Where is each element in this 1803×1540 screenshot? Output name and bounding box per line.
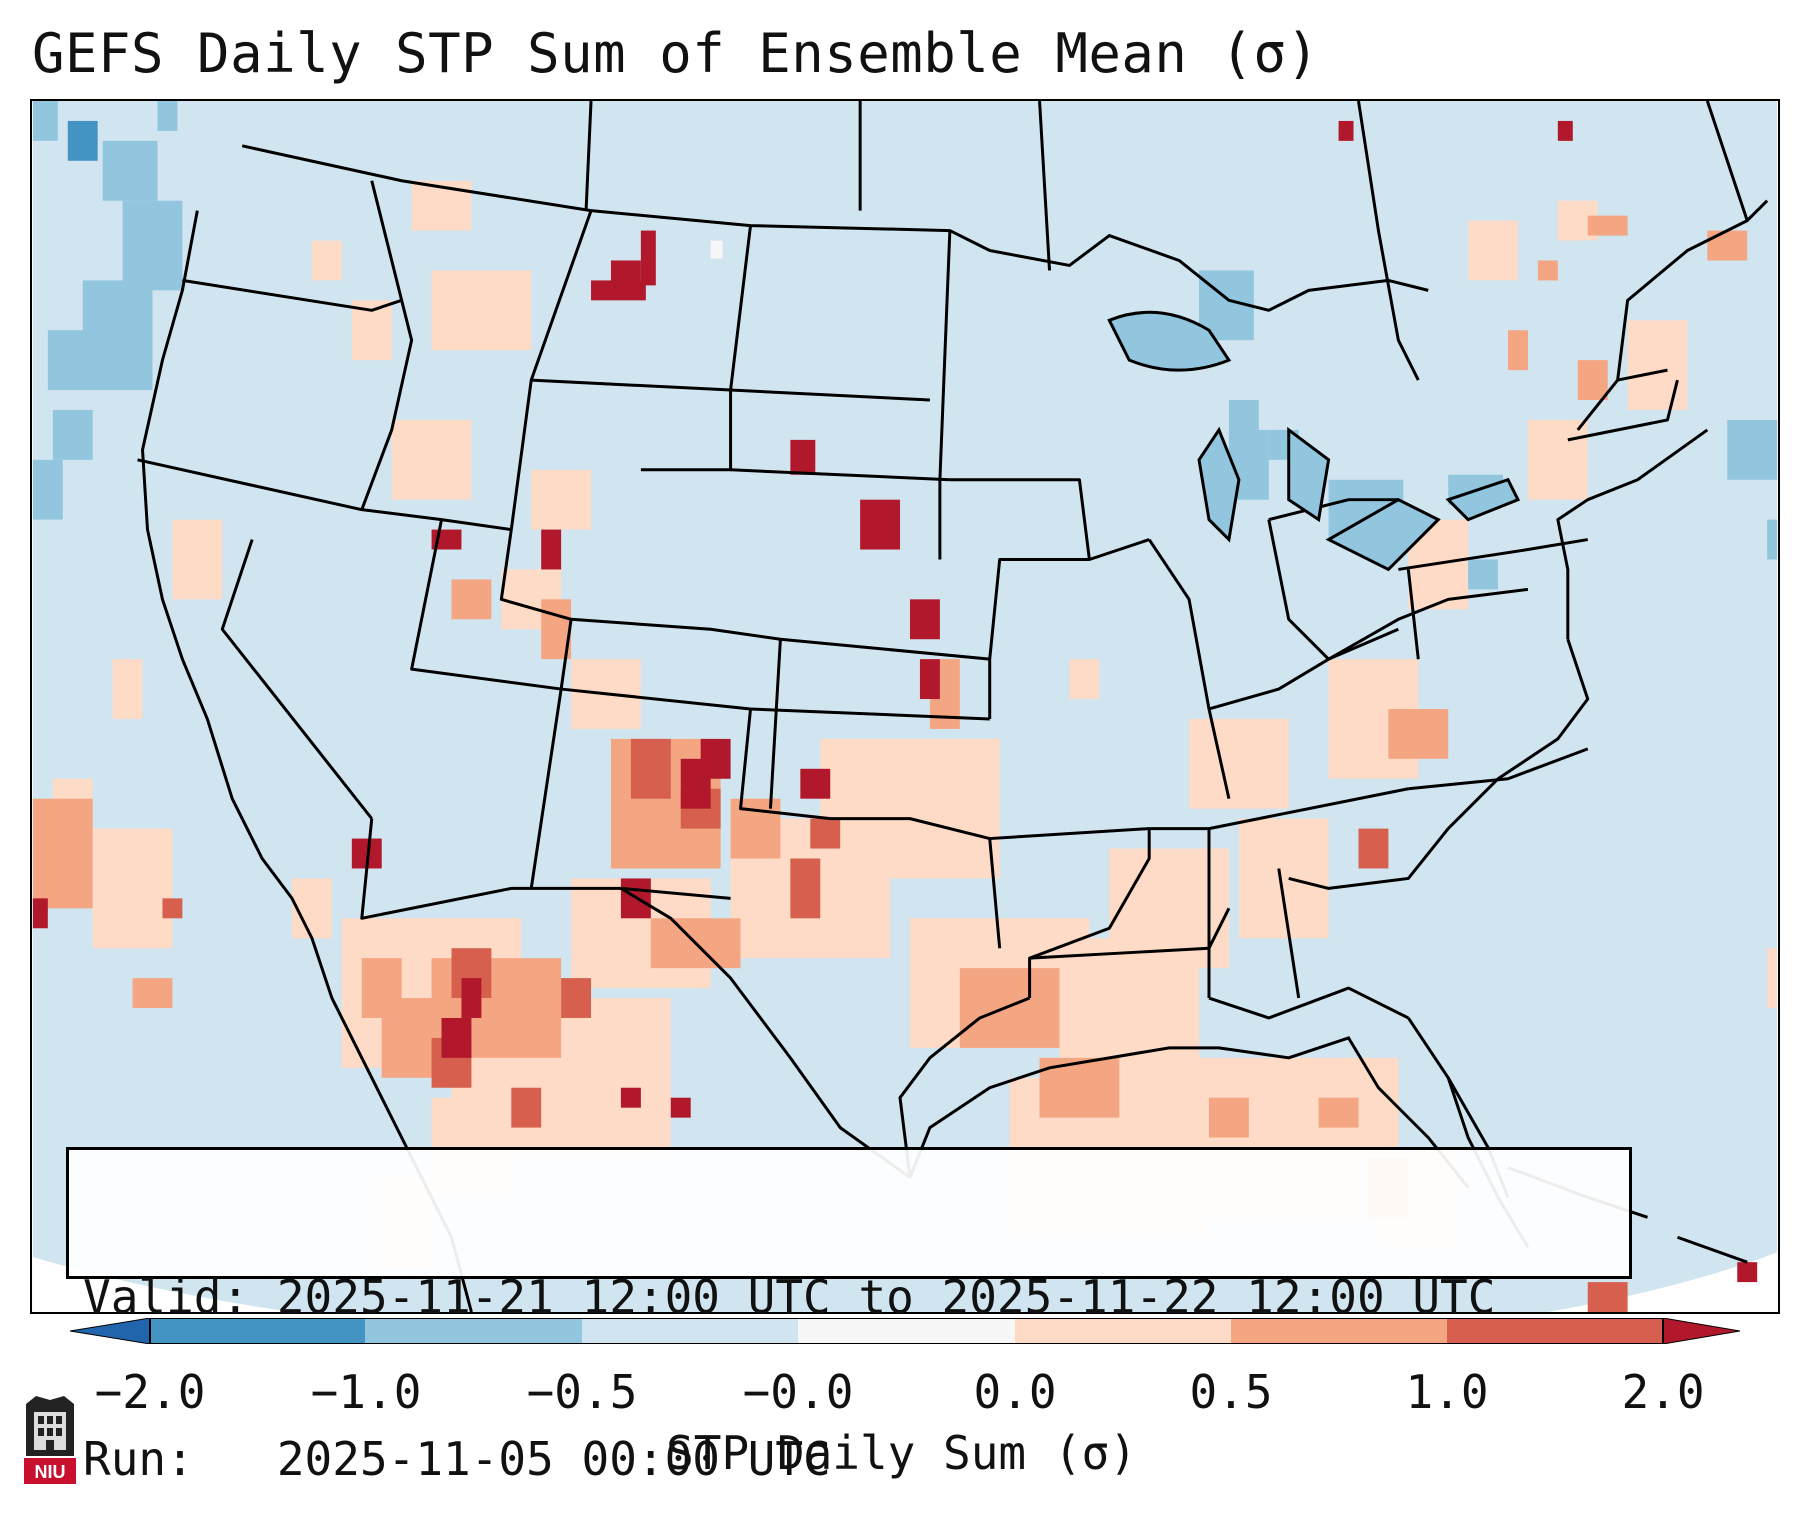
colorbar-tick-8: 2.0 bbox=[1621, 1365, 1705, 1419]
colorbar-bin-0-05 bbox=[1015, 1318, 1231, 1344]
colorbar-tick-4: −0.0 bbox=[742, 1365, 854, 1419]
map-canvas bbox=[32, 101, 1778, 1312]
colorbar-tick-7: 1.0 bbox=[1405, 1365, 1489, 1419]
colorbar-bin-neg1-neg05 bbox=[365, 1318, 582, 1344]
colorbar bbox=[70, 1318, 1740, 1344]
valid-time-text: Valid: 2025-11-21 12:00 UTC to 2025-11-2… bbox=[83, 1270, 1496, 1324]
white-cell bbox=[710, 240, 723, 259]
colorbar-tick-2: −1.0 bbox=[310, 1365, 422, 1419]
niu-logo: NIU bbox=[24, 1396, 76, 1484]
colorbar-tick-1: −2.0 bbox=[94, 1365, 206, 1419]
colorbar-bin-neg2-neg1 bbox=[150, 1318, 365, 1344]
negative-anomaly-cells bbox=[32, 101, 1778, 590]
colorbar-tick-5: 0.0 bbox=[973, 1365, 1057, 1419]
boundary-lines bbox=[137, 101, 1769, 1312]
colorbar-label: STP Daily Sum (σ) bbox=[666, 1426, 1137, 1480]
domain-edge-right bbox=[1547, 1252, 1778, 1312]
colorbar-tick-3: −0.5 bbox=[526, 1365, 638, 1419]
great-lakes bbox=[1107, 310, 1521, 572]
colorbar-bin-neg05-0 bbox=[582, 1318, 798, 1344]
run-time-text: Run: 2025-11-05 00:00 UTC bbox=[83, 1432, 831, 1486]
colorbar-extend-high bbox=[1662, 1318, 1740, 1344]
colorbar-bin-zero bbox=[798, 1318, 1015, 1344]
domain-edge-left bbox=[32, 1257, 293, 1312]
valid-run-info-box: Valid: 2025-11-21 12:00 UTC to 2025-11-2… bbox=[66, 1147, 1632, 1486]
chart-title: GEFS Daily STP Sum of Ensemble Mean (σ) bbox=[32, 22, 1320, 85]
colorbar-extend-low bbox=[70, 1318, 151, 1344]
colorbar-frame bbox=[149, 1318, 1664, 1344]
colorbar-tick-6: 0.5 bbox=[1189, 1365, 1273, 1419]
colorbar-bin-1-2 bbox=[1447, 1318, 1663, 1344]
niu-logo-text: NIU bbox=[35, 1462, 66, 1482]
map-panel bbox=[30, 99, 1780, 1314]
strong-negative-cells bbox=[67, 120, 98, 161]
colorbar-bin-05-1 bbox=[1231, 1318, 1447, 1344]
